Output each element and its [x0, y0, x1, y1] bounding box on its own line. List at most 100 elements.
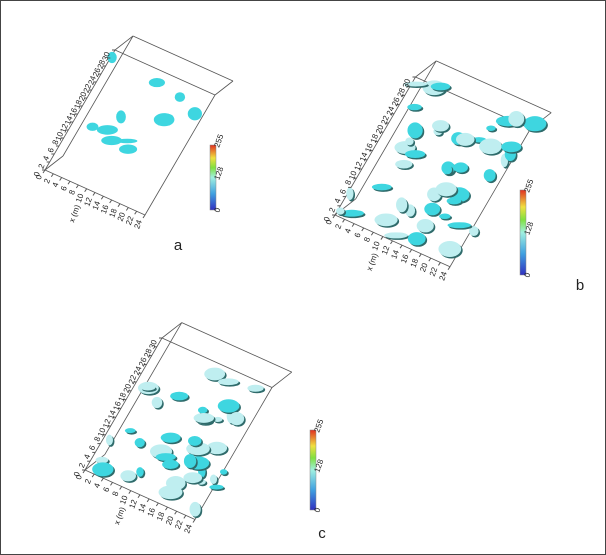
box-edge — [114, 35, 134, 51]
box-edge — [181, 322, 292, 373]
x-tick-label: 22 — [124, 214, 136, 226]
x-tick — [100, 195, 104, 200]
y-tick-label: 10 — [54, 130, 66, 142]
blob — [395, 159, 413, 169]
x-tick-label: 14 — [389, 248, 401, 260]
x-tick-label: 20 — [418, 261, 430, 273]
x-tick-label: 10 — [74, 192, 86, 204]
blob — [86, 122, 99, 131]
x-tick — [84, 188, 88, 193]
blob — [105, 434, 113, 446]
blob — [396, 197, 408, 213]
x-tick-label: 16 — [99, 203, 111, 215]
y-tick-label: 4 — [333, 197, 343, 205]
blob — [212, 416, 223, 422]
blob — [136, 467, 144, 477]
blob — [158, 485, 183, 500]
x-tick — [137, 494, 141, 499]
blob — [483, 169, 496, 182]
y-tick-label: 22 — [82, 82, 94, 94]
box-edge — [62, 35, 134, 157]
box-edge — [44, 49, 116, 171]
blob — [405, 137, 414, 146]
y-tick-label: 0 — [322, 215, 332, 223]
x-tick-label: 6 — [101, 485, 111, 493]
box-edge — [114, 49, 216, 96]
blob — [469, 226, 479, 237]
blob — [95, 456, 109, 464]
x-tick-label: 0 — [74, 473, 84, 481]
x-tick-label: 4 — [92, 481, 102, 489]
x-tick-label: 14 — [137, 502, 149, 514]
y-tick-label: 0 — [72, 470, 82, 478]
y-tick-label: 30 — [401, 77, 413, 89]
x-tick — [351, 223, 355, 227]
x-tick-label: 6 — [59, 184, 69, 192]
x-tick-label: 12 — [380, 244, 392, 256]
y-tick-label: 28 — [396, 86, 408, 98]
x-tick-label: 16 — [399, 253, 411, 265]
y-tick-label: 8 — [92, 435, 102, 443]
blob — [217, 399, 240, 413]
x-tick — [183, 515, 187, 519]
x-tick — [438, 262, 441, 266]
blob — [247, 384, 264, 392]
box-edge — [144, 94, 216, 216]
blob — [120, 470, 137, 482]
blob — [151, 396, 163, 409]
x-tick — [59, 177, 63, 181]
y-tick-label: 6 — [46, 146, 56, 154]
x-tick-label: 12 — [127, 498, 139, 510]
x-tick — [134, 210, 138, 215]
x-tick — [142, 214, 146, 219]
panel-label: a — [174, 237, 183, 254]
blob — [404, 150, 426, 159]
blob — [187, 107, 202, 121]
y-tick-label: 20 — [374, 123, 386, 135]
blob — [92, 462, 114, 477]
x-tick — [92, 192, 96, 196]
blob — [435, 182, 457, 197]
box-edge — [355, 60, 437, 200]
y-tick-label: 26 — [91, 66, 103, 78]
y-tick-label: 12 — [353, 160, 365, 172]
blob — [197, 406, 208, 414]
x-tick-label: 0 — [34, 173, 44, 181]
x-tick-label: 24 — [437, 270, 449, 282]
y-tick-label: 16 — [363, 141, 375, 153]
blob — [209, 484, 224, 490]
x-tick — [409, 249, 413, 253]
y-tick-label: 2 — [37, 162, 47, 170]
x-tick-label: 4 — [343, 227, 353, 235]
blob — [188, 435, 202, 446]
y-tick-label: 12 — [58, 122, 70, 134]
blob — [162, 459, 179, 470]
y-tick-label: 24 — [132, 364, 144, 376]
x-tick-label: 18 — [409, 257, 421, 269]
x-tick-label: 8 — [111, 490, 121, 498]
x-tick-label: 2 — [83, 477, 93, 485]
blob — [153, 113, 175, 127]
blob — [346, 187, 354, 200]
x-tick — [117, 203, 121, 208]
y-tick-label: 4 — [82, 452, 92, 460]
colorbar — [519, 189, 527, 276]
colorbar-label: 255 — [312, 418, 325, 434]
colorbar-label: 128 — [212, 165, 225, 181]
y-tick-label: 20 — [122, 382, 134, 394]
y-tick-label: 24 — [385, 105, 397, 117]
blob — [439, 213, 451, 220]
x-tick — [110, 482, 113, 486]
blob — [140, 384, 156, 391]
box-edge — [415, 60, 437, 78]
y-tick-label: 18 — [72, 98, 84, 110]
x-tick-label: 18 — [155, 510, 167, 522]
x-tick-label: 22 — [428, 266, 440, 278]
x-tick — [67, 180, 71, 185]
blob — [430, 82, 451, 91]
blob — [407, 103, 422, 111]
y-tick-label: 22 — [127, 373, 139, 385]
y-tick-label: 28 — [96, 58, 108, 70]
blob — [486, 125, 496, 131]
